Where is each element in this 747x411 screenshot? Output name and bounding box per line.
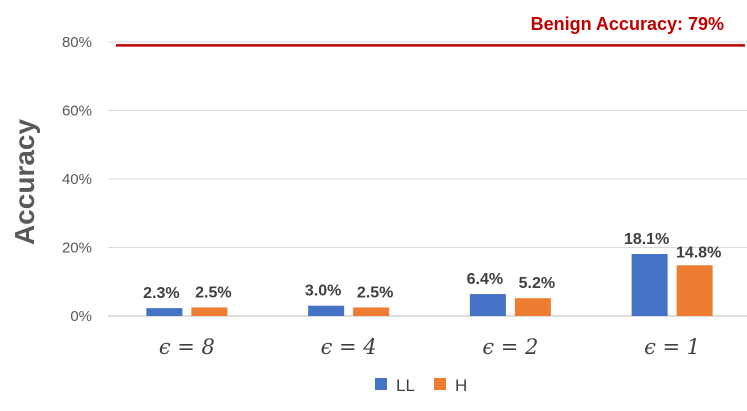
data-label: 6.4% — [467, 271, 503, 288]
bar-h — [514, 298, 551, 316]
legend-swatch-ll — [375, 378, 387, 390]
data-label: 18.1% — [624, 231, 669, 248]
legend: LL H — [375, 376, 467, 395]
x-axis-categories: ϵ = 8 ϵ = 4 ϵ = 2 ϵ = 1 — [159, 335, 700, 359]
legend-swatch-h — [434, 378, 446, 390]
y-tick-label: 60% — [62, 103, 92, 120]
y-tick-label: 80% — [62, 34, 92, 51]
y-tick-label: 40% — [62, 171, 92, 188]
x-category-label: ϵ = 8 — [159, 335, 215, 359]
bar-ll — [469, 294, 506, 316]
bar-ll — [308, 305, 345, 316]
legend-label: H — [455, 376, 467, 395]
bar-ll — [146, 308, 183, 316]
benign-accuracy-label: Benign Accuracy: 79% — [531, 14, 724, 34]
data-label: 2.5% — [195, 284, 231, 301]
bars — [146, 254, 713, 316]
data-label: 2.3% — [143, 285, 179, 302]
x-category-label: ϵ = 1 — [644, 335, 700, 359]
bar-h — [191, 307, 228, 316]
y-tick-label: 20% — [62, 240, 92, 257]
data-label: 2.5% — [357, 284, 393, 301]
data-label: 14.8% — [676, 244, 721, 261]
y-axis-label: Accuracy — [9, 119, 40, 246]
bar-ll — [631, 254, 668, 316]
bar-h — [353, 307, 390, 316]
x-category-label: ϵ = 2 — [482, 335, 538, 359]
data-label: 3.0% — [305, 283, 341, 300]
bar-h — [676, 265, 713, 316]
legend-label: LL — [396, 376, 415, 395]
y-axis-ticks: 0% 20% 40% 60% 80% — [62, 34, 92, 325]
data-labels: 2.3% 2.5% 3.0% 2.5% 6.4% 5.2% 18.1% 14.8% — [143, 231, 721, 302]
y-tick-label: 0% — [70, 308, 92, 325]
data-label: 5.2% — [519, 275, 555, 292]
x-category-label: ϵ = 4 — [321, 335, 377, 359]
